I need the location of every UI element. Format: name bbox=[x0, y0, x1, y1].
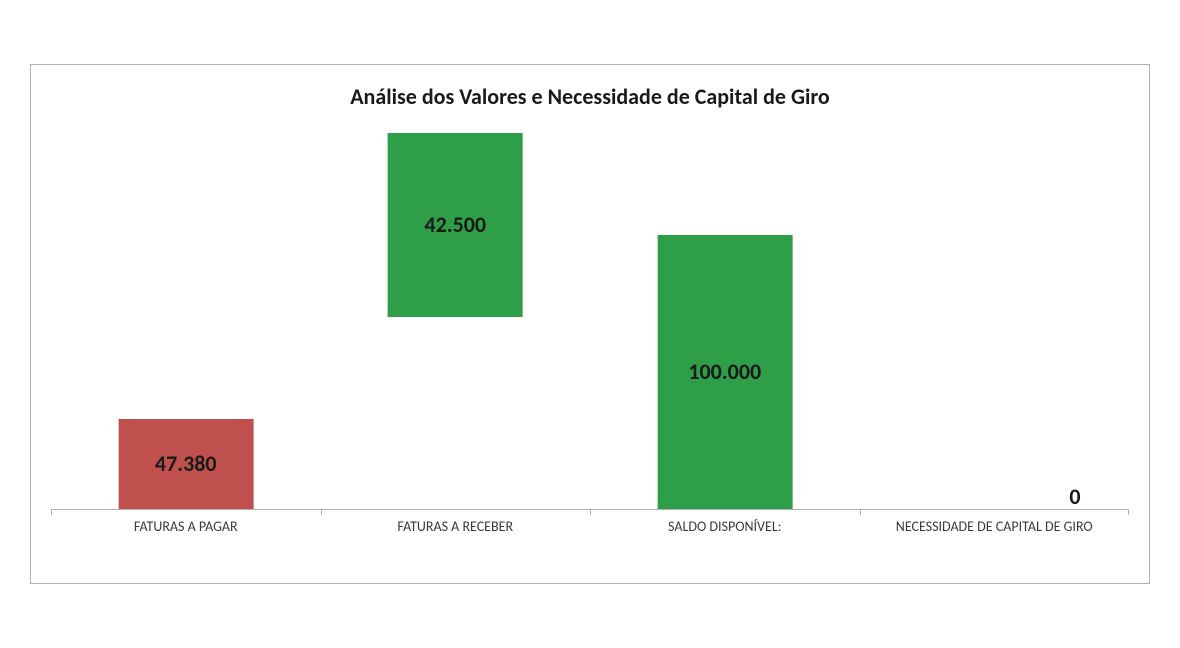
bar-slot-0: 47.380 bbox=[51, 124, 321, 510]
category-label-1: FATURAS A RECEBER bbox=[321, 514, 591, 544]
bar-slot-3: 0 bbox=[860, 124, 1130, 510]
bar-value-3: 0 bbox=[1069, 483, 1080, 510]
chart-frame: Análise dos Valores e Necessidade de Cap… bbox=[30, 64, 1150, 584]
x-axis-line bbox=[51, 509, 1129, 510]
category-label-0: FATURAS A PAGAR bbox=[51, 514, 321, 544]
plot-area: 47.380 42.500 100.000 0 bbox=[51, 124, 1129, 544]
bar-value-0: 47.380 bbox=[155, 452, 217, 476]
bar-faturas-a-pagar: 47.380 bbox=[118, 419, 253, 510]
bar-slot-2: 100.000 bbox=[590, 124, 860, 510]
bar-value-1: 42.500 bbox=[424, 213, 486, 237]
chart-title: Análise dos Valores e Necessidade de Cap… bbox=[51, 83, 1129, 110]
bars-row: 47.380 42.500 100.000 0 bbox=[51, 124, 1129, 510]
bar-value-2: 100.000 bbox=[688, 360, 761, 384]
bar-slot-1: 42.500 bbox=[321, 124, 591, 510]
category-label-3: NECESSIDADE DE CAPITAL DE GIRO bbox=[860, 514, 1130, 544]
category-labels-row: FATURAS A PAGAR FATURAS A RECEBER SALDO … bbox=[51, 514, 1129, 544]
bar-faturas-a-receber: 42.500 bbox=[388, 133, 523, 317]
category-label-2: SALDO DISPONÍVEL: bbox=[590, 514, 860, 544]
bar-saldo-disponivel: 100.000 bbox=[657, 235, 792, 510]
